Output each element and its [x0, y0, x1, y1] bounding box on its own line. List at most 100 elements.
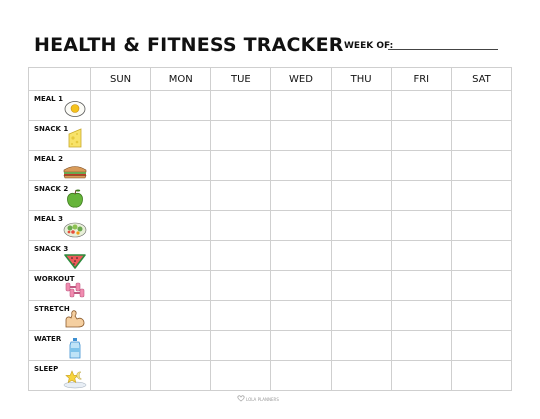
- entry-cell-fri[interactable]: [390, 270, 452, 301]
- entry-cell-fri[interactable]: [390, 240, 452, 271]
- entry-cell-sun[interactable]: [89, 330, 152, 361]
- entry-cell-wed[interactable]: [270, 270, 332, 301]
- entry-cell-tue[interactable]: [210, 240, 272, 271]
- entry-cell-mon[interactable]: [150, 300, 212, 331]
- entry-cell-sat[interactable]: [450, 270, 513, 301]
- entry-cell-thu[interactable]: [330, 150, 392, 181]
- entry-cell-thu[interactable]: [330, 300, 392, 331]
- entry-cell-wed[interactable]: [270, 150, 332, 181]
- entry-cell-tue[interactable]: [210, 210, 272, 241]
- flexed-arm-icon: [63, 307, 87, 329]
- entry-cell-sun[interactable]: [89, 300, 152, 331]
- table-row: WATER: [28, 330, 513, 361]
- row-label-cell: MEAL 3: [28, 210, 91, 241]
- entry-cell-wed[interactable]: [270, 120, 332, 151]
- entry-cell-sat[interactable]: [450, 240, 513, 271]
- entry-cell-thu[interactable]: [330, 120, 392, 151]
- entry-cell-sun[interactable]: [89, 210, 152, 241]
- row-label: SNACK 1: [34, 125, 69, 133]
- entry-cell-sat[interactable]: [450, 210, 513, 241]
- entry-cell-tue[interactable]: [210, 150, 272, 181]
- apple-icon: [63, 187, 87, 209]
- entry-cell-fri[interactable]: [390, 90, 452, 121]
- entry-cell-fri[interactable]: [390, 210, 452, 241]
- entry-cell-mon[interactable]: [150, 360, 212, 391]
- day-header-mon: MON: [150, 67, 212, 91]
- entry-cell-tue[interactable]: [210, 120, 272, 151]
- entry-cell-sat[interactable]: [450, 360, 513, 391]
- entry-cell-thu[interactable]: [330, 90, 392, 121]
- entry-cell-thu[interactable]: [330, 240, 392, 271]
- entry-cell-tue[interactable]: [210, 180, 272, 211]
- entry-cell-sat[interactable]: [450, 300, 513, 331]
- entry-cell-fri[interactable]: [390, 360, 452, 391]
- row-label: MEAL 2: [34, 155, 63, 163]
- sandwich-icon: [63, 157, 87, 179]
- entry-cell-wed[interactable]: [270, 330, 332, 361]
- entry-cell-wed[interactable]: [270, 210, 332, 241]
- entry-cell-tue[interactable]: [210, 300, 272, 331]
- entry-cell-mon[interactable]: [150, 270, 212, 301]
- entry-cell-sun[interactable]: [89, 360, 152, 391]
- entry-cell-wed[interactable]: [270, 300, 332, 331]
- lola-planners-logo-icon: [237, 395, 245, 402]
- entry-cell-thu[interactable]: [330, 330, 392, 361]
- entry-cell-mon[interactable]: [150, 90, 212, 121]
- day-header-sun: SUN: [89, 67, 152, 91]
- row-label: MEAL 1: [34, 95, 63, 103]
- row-label-cell: SNACK 1: [28, 120, 91, 151]
- entry-cell-thu[interactable]: [330, 210, 392, 241]
- entry-cell-sun[interactable]: [89, 180, 152, 211]
- week-of-input-line[interactable]: [388, 49, 498, 50]
- entry-cell-sat[interactable]: [450, 330, 513, 361]
- entry-cell-fri[interactable]: [390, 120, 452, 151]
- entry-cell-thu[interactable]: [330, 180, 392, 211]
- row-label: SNACK 2: [34, 185, 69, 193]
- entry-cell-sun[interactable]: [89, 150, 152, 181]
- entry-cell-sat[interactable]: [450, 150, 513, 181]
- row-label-cell: WATER: [28, 330, 91, 361]
- entry-cell-sun[interactable]: [89, 120, 152, 151]
- row-label-cell: MEAL 2: [28, 150, 91, 181]
- entry-cell-sun[interactable]: [89, 270, 152, 301]
- water-bottle-icon: [63, 337, 87, 359]
- entry-cell-sun[interactable]: [89, 240, 152, 271]
- entry-cell-fri[interactable]: [390, 180, 452, 211]
- entry-cell-sun[interactable]: [89, 90, 152, 121]
- fried-egg-icon: [63, 97, 87, 119]
- entry-cell-mon[interactable]: [150, 330, 212, 361]
- entry-cell-wed[interactable]: [270, 180, 332, 211]
- entry-cell-tue[interactable]: [210, 90, 272, 121]
- entry-cell-mon[interactable]: [150, 210, 212, 241]
- entry-cell-mon[interactable]: [150, 150, 212, 181]
- row-label-cell: STRETCH: [28, 300, 91, 331]
- entry-cell-wed[interactable]: [270, 90, 332, 121]
- entry-cell-thu[interactable]: [330, 270, 392, 301]
- entry-cell-sat[interactable]: [450, 180, 513, 211]
- entry-cell-fri[interactable]: [390, 330, 452, 361]
- entry-cell-mon[interactable]: [150, 240, 212, 271]
- page-title: HEALTH & FITNESS TRACKER: [34, 34, 344, 56]
- day-header-thu: THU: [330, 67, 392, 91]
- entry-cell-wed[interactable]: [270, 240, 332, 271]
- entry-cell-tue[interactable]: [210, 360, 272, 391]
- entry-cell-fri[interactable]: [390, 300, 452, 331]
- moon-star-icon: [63, 367, 87, 389]
- entry-cell-wed[interactable]: [270, 360, 332, 391]
- entry-cell-tue[interactable]: [210, 270, 272, 301]
- row-label: STRETCH: [34, 305, 70, 313]
- entry-cell-sat[interactable]: [450, 90, 513, 121]
- entry-cell-fri[interactable]: [390, 150, 452, 181]
- entry-cell-mon[interactable]: [150, 120, 212, 151]
- day-header-sat: SAT: [450, 67, 513, 91]
- row-label: SNACK 3: [34, 245, 69, 253]
- entry-cell-sat[interactable]: [450, 120, 513, 151]
- entry-cell-thu[interactable]: [330, 360, 392, 391]
- day-header-wed: WED: [270, 67, 332, 91]
- table-row: STRETCH: [28, 300, 513, 331]
- entry-cell-tue[interactable]: [210, 330, 272, 361]
- day-header-tue: TUE: [210, 67, 272, 91]
- table-row: SNACK 1: [28, 120, 513, 151]
- corner-cell: [28, 67, 91, 91]
- entry-cell-mon[interactable]: [150, 180, 212, 211]
